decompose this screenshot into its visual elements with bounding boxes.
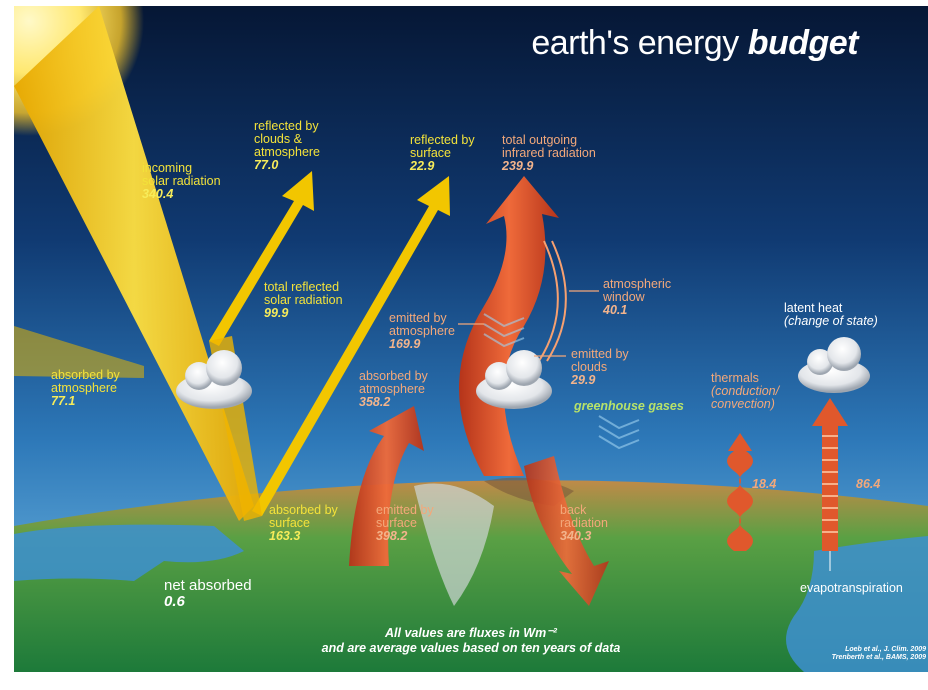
label-reflected-clouds: reflected by clouds & atmosphere 77.0 [254, 119, 321, 172]
label-total-outgoing: total outgoing infrared radiation 239.9 [502, 133, 596, 173]
label-emitted-clouds: emitted by clouds 29.9 [571, 347, 629, 387]
label-absorbed-surface: absorbed by surface 163.3 [269, 503, 338, 543]
label-reflected-surface: reflected by surface 22.9 [410, 133, 475, 173]
label-thermals: thermals (conduction/ convection) [711, 371, 780, 411]
cloud-icon [176, 350, 252, 409]
label-absorbed-atmosphere-solar: absorbed by atmosphere 77.1 [51, 368, 120, 408]
label-evapotranspiration: evapotranspiration [800, 581, 903, 595]
footnote: All values are fluxes in Wm⁻² and are av… [321, 626, 621, 655]
label-latent-value: 86.4 [856, 477, 881, 491]
label-incoming-solar: incoming solar radiation 340.4 [142, 161, 221, 201]
label-thermals-value: 18.4 [752, 477, 777, 491]
cloud-icon [798, 337, 870, 393]
label-atmospheric-window: atmospheric window 40.1 [603, 277, 672, 317]
label-greenhouse-gases: greenhouse gases [574, 399, 684, 413]
label-latent-heat: latent heat (change of state) [784, 301, 878, 328]
cloud-icon [476, 350, 552, 409]
label-emitted-atmosphere: emitted by atmosphere 169.9 [389, 311, 456, 351]
label-net-absorbed: net absorbed 0.6 [164, 577, 252, 610]
label-emitted-surface: emitted by surface 398.2 [376, 503, 434, 543]
label-absorbed-atmosphere-ir: absorbed by atmosphere 358.2 [359, 369, 428, 409]
page-title: earth's energy budget [531, 24, 858, 62]
energy-budget-diagram: earth's energy budget incoming solar rad… [14, 6, 928, 672]
diagram-artwork [14, 6, 928, 672]
label-total-reflected: total reflected solar radiation 99.9 [264, 280, 343, 320]
leader-lines [458, 290, 599, 357]
references: Loeb et al., J. Clim. 2009 Trenberth et … [831, 646, 926, 661]
label-back-radiation: back radiation 340.3 [560, 503, 608, 543]
